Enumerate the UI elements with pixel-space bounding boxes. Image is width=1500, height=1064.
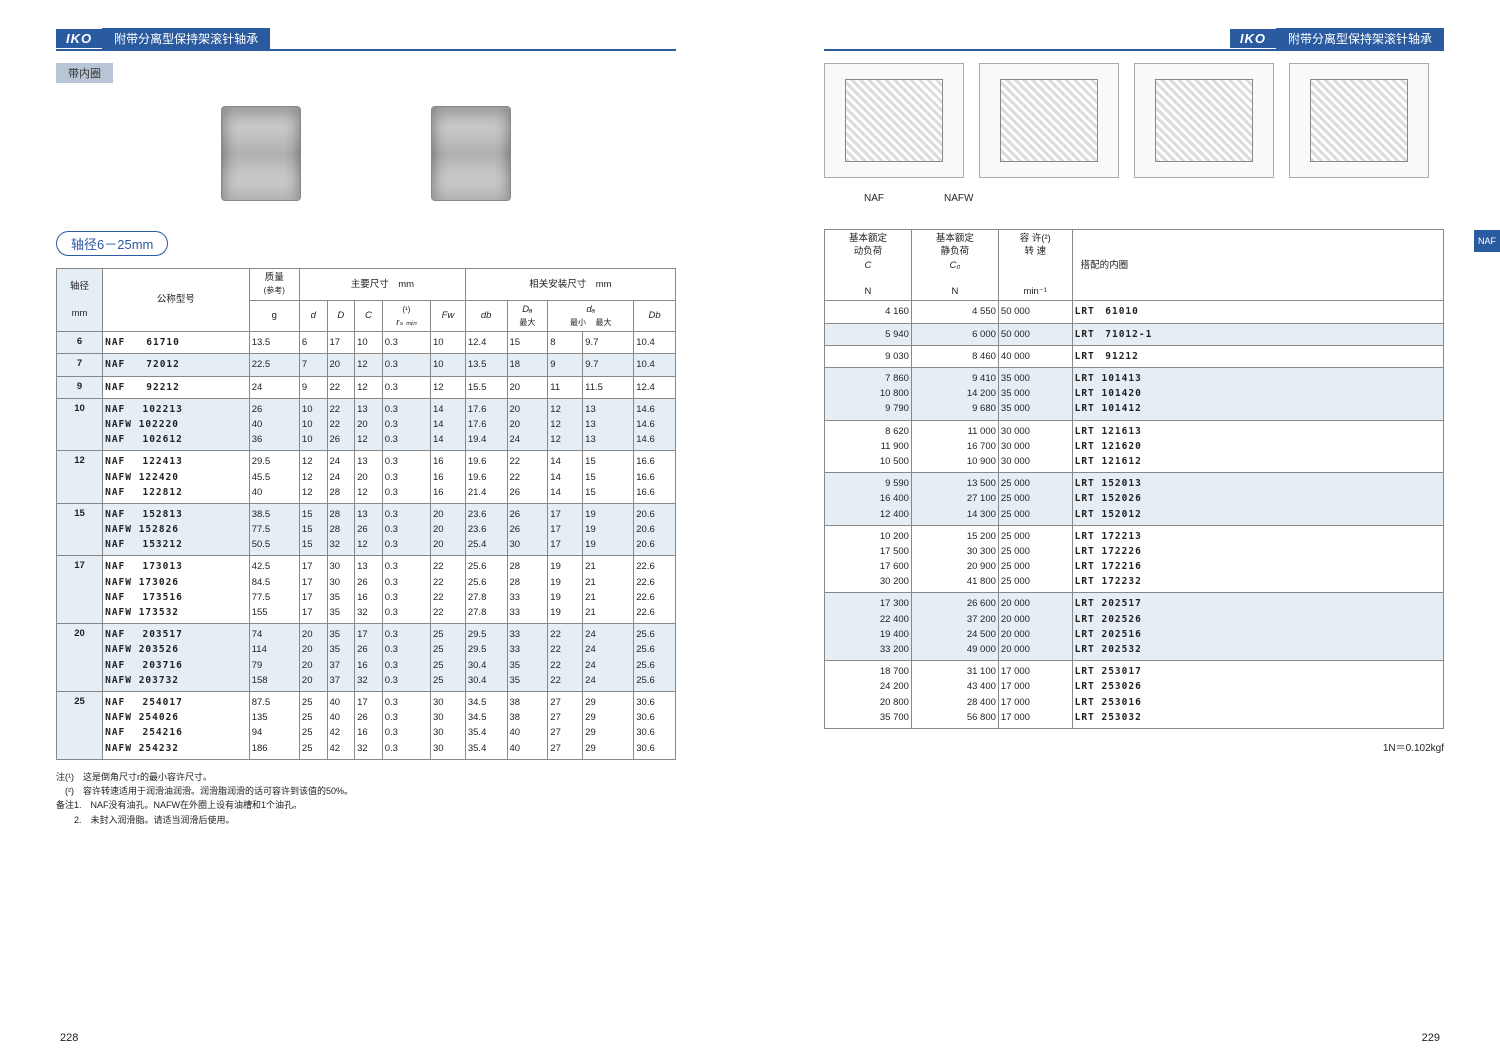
range-label: 轴径6－25mm [56,231,168,256]
bearing-img-1 [221,106,301,201]
side-tab: NAF [1474,230,1500,252]
diagram-labels: NAF NAFW [864,193,1444,204]
right-page: IKO 附带分离型保持架滚针轴承 NAF NAFW 基本额定动负荷CN 基本额定… [824,28,1444,754]
table-row: 8 62011 90010 500 11 00016 70010 900 30 … [825,420,1444,473]
header-title-r: 附带分离型保持架滚针轴承 [1276,28,1444,49]
right-tbody: 4 160 4 550 50 000 LRT 61010 5 940 6 000… [825,301,1444,729]
logo-r: IKO [1230,29,1276,48]
table-row: 10 NAF 102213NAFW 102220NAF 102612 26403… [57,398,676,451]
table-row: 4 160 4 550 50 000 LRT 61010 [825,301,1444,323]
footnotes: 注(¹) 这是倒角尺寸r的最小容许尺寸。 (²) 容许转速适用于润滑油润滑。润滑… [56,770,676,828]
diagram-2 [979,63,1119,178]
table-row: 6 NAF 61710 13.5617 100.310 12.415 89.71… [57,332,676,354]
table-row: 7 NAF 72012 22.5720 120.310 13.518 99.71… [57,354,676,376]
bearing-img-2 [431,106,511,201]
header-right: IKO 附带分离型保持架滚针轴承 [824,28,1444,51]
unit-note: 1N＝0.102kgf [824,739,1444,754]
inner-ring-badge: 带内圈 [56,63,113,83]
table-row: 9 59016 40012 400 13 50027 10014 300 25 … [825,473,1444,526]
header-left: IKO 附带分离型保持架滚针轴承 [56,28,676,51]
right-table: 基本额定动负荷CN 基本额定静负荷C₀N 容 许(²)转 速min⁻¹ 搭配的内… [824,229,1444,729]
table-row: 20 NAF 203517NAFW 203526NAF 203716NAFW 2… [57,624,676,692]
left-page: IKO 附带分离型保持架滚针轴承 带内圈 轴径6－25mm 轴径mm 公称型号 … [56,28,676,827]
table-row: 5 940 6 000 50 000 LRT 71012-1 [825,323,1444,345]
header-title: 附带分离型保持架滚针轴承 [102,28,270,49]
page-num-right: 229 [1422,1032,1440,1044]
page-num-left: 228 [60,1032,78,1044]
table-row: 15 NAF 152813NAFW 152826NAF 153212 38.57… [57,503,676,556]
table-row: 17 NAF 173013NAFW 173026NAF 173516NAFW 1… [57,556,676,624]
table-row: 7 86010 8009 790 9 41014 2009 680 35 000… [825,368,1444,421]
table-row: 18 70024 20020 80035 700 31 10043 40028 … [825,661,1444,729]
table-row: 25 NAF 254017NAFW 254026NAF 254216NAFW 2… [57,691,676,759]
diagram-4 [1289,63,1429,178]
table-row: 12 NAF 122413NAFW 122420NAF 122812 29.54… [57,451,676,504]
logo: IKO [56,29,102,48]
table-row: 9 NAF 92212 24922 120.312 15.520 1111.51… [57,376,676,398]
table-row: 17 30022 40019 40033 200 26 60037 20024 … [825,593,1444,661]
left-tbody: 6 NAF 61710 13.5617 100.310 12.415 89.71… [57,332,676,760]
table-row: 9 030 8 460 40 000 LRT 91212 [825,345,1444,367]
product-images [56,106,676,201]
diagram-3 [1134,63,1274,178]
right-thead: 基本额定动负荷CN 基本额定静负荷C₀N 容 许(²)转 速min⁻¹ 搭配的内… [825,230,1444,301]
left-table: 轴径mm 公称型号 质量(参考) 主要尺寸 mm 相关安装尺寸 mm g d D… [56,268,676,760]
diagram-1 [824,63,964,178]
table-row: 10 20017 50017 60030 200 15 20030 30020 … [825,525,1444,593]
cross-section-diagrams [824,63,1444,178]
left-thead: 轴径mm 公称型号 质量(参考) 主要尺寸 mm 相关安装尺寸 mm g d D… [57,269,676,332]
